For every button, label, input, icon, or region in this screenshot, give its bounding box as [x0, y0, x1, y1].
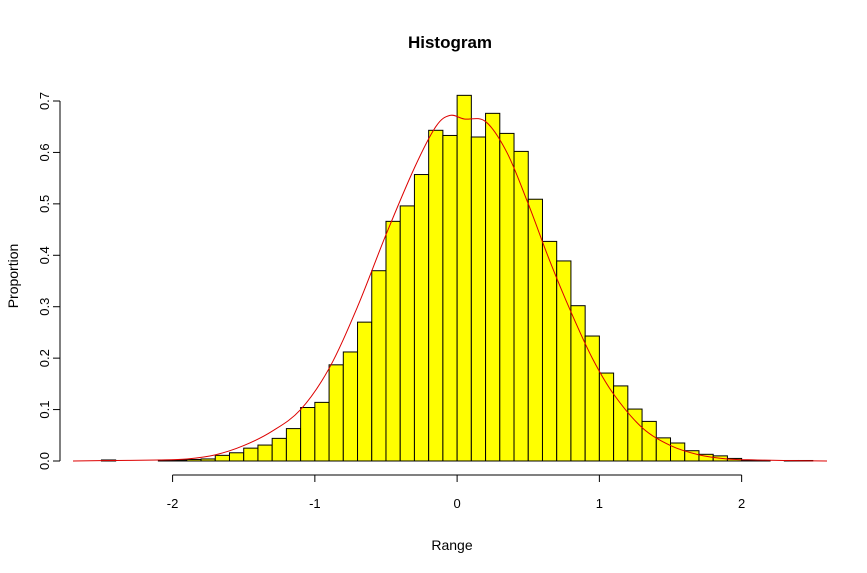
histogram-bar — [627, 408, 643, 462]
histogram-bar — [442, 134, 458, 462]
histogram-bar — [485, 112, 501, 462]
y-tick-label: 0.5 — [37, 195, 52, 213]
y-tick-label: 0.7 — [37, 92, 52, 110]
y-tick-label: 0.0 — [37, 452, 52, 470]
histogram-bar — [186, 458, 202, 462]
x-axis-label: Range — [431, 537, 472, 553]
histogram-bar — [641, 420, 657, 462]
x-tick-label: -2 — [167, 496, 179, 511]
chart-title: Histogram — [408, 33, 492, 52]
y-tick-label: 0.2 — [37, 349, 52, 367]
axes: -2 -1 0 1 2 0.0 0.1 0.2 0.3 0.4 0.5 0.6 0.7 — [37, 92, 745, 511]
histogram-bar — [655, 437, 672, 462]
histogram-bar — [243, 447, 259, 462]
y-tick-label: 0.3 — [37, 298, 52, 316]
y-tick-label: 0.1 — [37, 401, 52, 419]
histogram-bar — [399, 205, 415, 462]
histogram-bar — [670, 442, 686, 462]
histogram-bar — [200, 458, 216, 462]
histogram-bar — [413, 174, 430, 462]
histogram-bar — [428, 129, 444, 462]
histogram-bar — [470, 136, 487, 462]
histogram-bar — [684, 450, 700, 462]
histogram-bar — [342, 351, 359, 462]
histogram-bar — [541, 240, 558, 462]
histogram-bar — [300, 407, 316, 462]
density-curve-group — [72, 114, 828, 462]
histogram-bar — [385, 220, 401, 462]
histogram-bar — [314, 401, 330, 462]
histogram-bar — [357, 321, 373, 462]
histogram-bar — [172, 459, 188, 462]
x-tick-label: 2 — [738, 496, 745, 511]
y-tick-label: 0.6 — [37, 143, 52, 161]
y-axis-label: Proportion — [5, 244, 21, 309]
histogram-bar — [456, 94, 472, 462]
y-tick-label: 0.4 — [37, 246, 52, 264]
histogram-bar — [271, 437, 287, 462]
histogram-bar — [257, 444, 273, 462]
histogram-bar — [228, 452, 245, 462]
density-curve — [72, 114, 828, 462]
histogram-bar — [598, 372, 615, 462]
histogram-bars — [100, 94, 814, 462]
histogram-bar — [285, 428, 302, 462]
histogram-bar — [584, 335, 600, 462]
x-tick-label: 0 — [453, 496, 460, 511]
histogram-bar — [214, 454, 230, 462]
histogram-bar — [499, 132, 515, 462]
histogram-bar — [328, 364, 344, 462]
x-tick-label: 1 — [596, 496, 603, 511]
histogram-bar — [556, 260, 572, 462]
histogram-bar — [371, 270, 387, 462]
histogram-bar — [527, 198, 543, 462]
x-tick-label: -1 — [309, 496, 321, 511]
